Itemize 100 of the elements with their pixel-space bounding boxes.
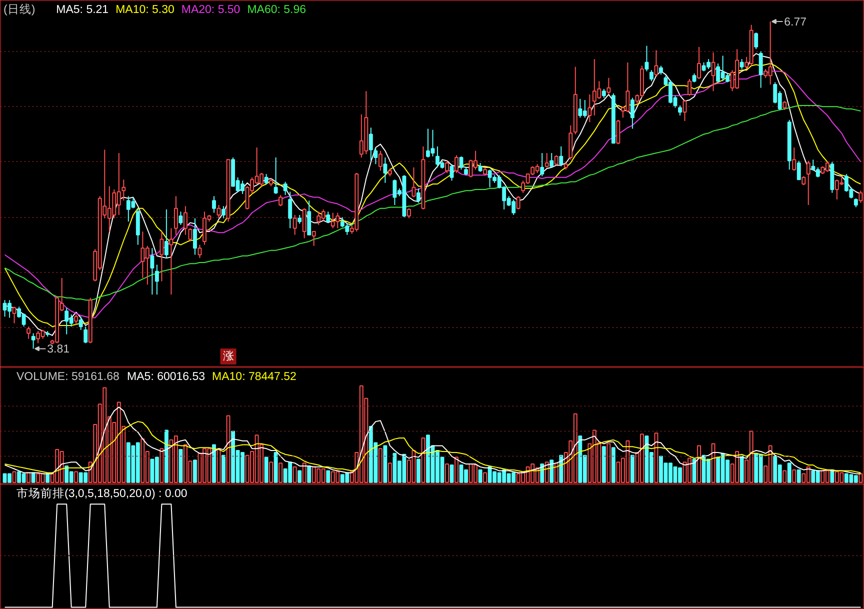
candlestick: [406, 208, 411, 219]
series-label: 涨: [222, 350, 234, 362]
bar: [274, 452, 278, 483]
candlestick: [796, 160, 801, 180]
annotation: 3.81: [47, 344, 70, 356]
candlestick: [283, 181, 288, 196]
candlestick: [412, 166, 416, 198]
candlestick: [198, 244, 202, 259]
candlestick: [12, 306, 16, 324]
text: MA20: 5.50: [181, 4, 240, 16]
candlestick: [368, 127, 373, 162]
bar: [264, 456, 268, 483]
candlestick: [806, 160, 810, 206]
candlestick: [616, 119, 620, 145]
candlestick: [630, 97, 634, 130]
series-label: VOLUME: 59161.68: [16, 371, 120, 383]
candlestick: [292, 214, 297, 236]
candlestick: [174, 196, 178, 236]
candlestick: [150, 248, 154, 296]
candlestick: [516, 196, 520, 210]
candlestick: [445, 160, 449, 174]
bar: [416, 458, 420, 483]
candlestick: [654, 50, 658, 76]
candlestick: [264, 174, 268, 184]
candlestick: [378, 150, 382, 172]
candlestick: [216, 204, 221, 219]
text: MA5: 60016.53: [127, 371, 206, 383]
bar: [307, 465, 312, 483]
bar: [178, 449, 183, 483]
bar: [46, 473, 50, 483]
candlestick: [697, 46, 701, 80]
candlestick: [274, 156, 278, 194]
bar: [611, 447, 616, 483]
candlestick: [184, 206, 188, 236]
candlestick: [711, 52, 716, 92]
candlestick: [606, 77, 611, 95]
bar: [31, 472, 36, 483]
bar: [796, 469, 801, 483]
candlestick: [650, 70, 654, 82]
candlestick: [454, 154, 458, 174]
candlestick: [122, 179, 126, 202]
candlestick: [278, 194, 283, 207]
candlestick: [26, 326, 31, 340]
candlestick: [383, 156, 388, 184]
bar: [559, 454, 564, 483]
candlestick: [554, 154, 558, 166]
candlestick: [84, 326, 88, 344]
candlestick: [540, 152, 544, 177]
chart-title: (日线): [4, 3, 36, 16]
candlestick: [222, 206, 226, 219]
candlestick: [74, 314, 78, 325]
text: MA10: 78447.52: [212, 371, 296, 383]
candlestick: [459, 156, 464, 170]
candlestick: [754, 32, 758, 50]
candlestick: [160, 231, 164, 282]
bar: [212, 444, 216, 483]
bar: [383, 445, 388, 483]
candlestick: [326, 211, 330, 224]
bar: [326, 470, 330, 483]
candlestick: [193, 218, 197, 256]
candlestick: [188, 228, 192, 242]
bar: [222, 454, 226, 483]
series-label: 市场前排(3,0,5,18,50,20,0) : 0.00: [16, 486, 188, 500]
bar: [450, 464, 454, 483]
candlestick: [550, 152, 554, 168]
candlestick: [178, 211, 183, 226]
candlestick: [154, 264, 159, 296]
bar: [630, 454, 634, 483]
candlestick: [374, 147, 378, 165]
candlestick: [544, 152, 549, 168]
bar: [298, 470, 302, 483]
bar: [478, 469, 482, 483]
candlestick: [688, 78, 692, 96]
candlestick: [678, 105, 682, 116]
bar: [787, 462, 792, 483]
candlestick: [169, 228, 174, 296]
bar: [193, 460, 197, 483]
candlestick: [450, 164, 454, 182]
bar: [740, 456, 744, 483]
candlestick: [78, 316, 83, 330]
candlestick: [644, 45, 649, 72]
candlestick: [792, 147, 796, 172]
candlestick: [588, 94, 592, 123]
bar: [164, 430, 168, 483]
candlestick: [416, 188, 420, 204]
candlestick: [682, 99, 687, 122]
candlestick: [136, 208, 140, 246]
candlestick: [307, 200, 312, 236]
candlestick: [164, 208, 168, 259]
candlestick: [559, 146, 564, 167]
text: MA5: 5.21: [56, 4, 109, 16]
candlestick: [312, 231, 316, 246]
text: MA60: 5.96: [247, 4, 306, 16]
candlestick: [288, 191, 292, 229]
candlestick: [31, 332, 36, 350]
candlestick: [758, 50, 763, 88]
candlestick: [740, 58, 744, 70]
annotation: 6.77: [784, 16, 807, 29]
candlestick: [212, 196, 216, 214]
text: MA10: 5.30: [116, 4, 174, 16]
